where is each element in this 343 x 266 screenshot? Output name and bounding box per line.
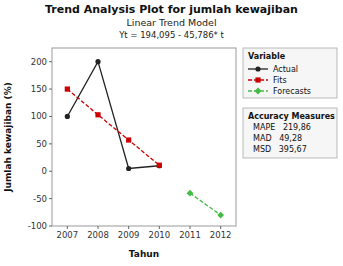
x-tick-label: 2009 xyxy=(118,230,140,240)
point xyxy=(126,137,131,142)
legend-entry: Fits xyxy=(273,76,287,85)
x-tick xyxy=(67,226,68,229)
x-tick-label: 2008 xyxy=(87,230,109,240)
legend-swatch xyxy=(255,77,260,82)
legend-swatch xyxy=(255,66,260,71)
point xyxy=(217,212,224,219)
y-axis-label: Jumlah kewajiban (%) xyxy=(3,82,13,193)
y-tick-label: 50 xyxy=(36,139,47,149)
y-tick-label: 150 xyxy=(31,84,47,94)
y-tick xyxy=(49,171,52,172)
y-tick-label: 0 xyxy=(42,166,47,176)
y-tick xyxy=(49,61,52,62)
x-tick-label: 2010 xyxy=(149,230,171,240)
equation: Yt = 194,095 - 45,786* t xyxy=(118,30,224,40)
point xyxy=(126,166,131,171)
y-tick-label: 100 xyxy=(31,111,47,121)
x-tick xyxy=(190,226,191,229)
x-axis-label: Tahun xyxy=(129,249,159,259)
point xyxy=(157,163,162,168)
legend-entry: Forecasts xyxy=(273,87,311,96)
legend-entry: Actual xyxy=(273,65,298,74)
point xyxy=(157,163,162,168)
x-tick-label: 2011 xyxy=(179,230,201,240)
series-line xyxy=(67,62,159,169)
plot-area xyxy=(65,59,224,218)
accuracy-measure: MAD 49,28 xyxy=(253,134,302,143)
legend-swatch xyxy=(255,88,262,95)
legend-box xyxy=(243,48,337,98)
accuracy-measure: MAPE 219,86 xyxy=(253,123,311,132)
y-tick xyxy=(49,89,52,90)
y-tick xyxy=(49,198,52,199)
title: Trend Analysis Plot for jumlah kewajiban xyxy=(45,3,298,16)
accuracy-title: Accuracy Measures xyxy=(248,112,335,121)
y-tick xyxy=(49,143,52,144)
point xyxy=(65,114,70,119)
point xyxy=(65,86,70,91)
x-tick xyxy=(98,226,99,229)
point xyxy=(95,59,100,64)
x-tick-label: 2012 xyxy=(210,230,232,240)
plot-frame xyxy=(52,48,236,226)
y-tick xyxy=(49,226,52,227)
subtitle: Linear Trend Model xyxy=(126,17,216,28)
x-tick xyxy=(159,226,160,229)
series-line xyxy=(67,89,159,165)
y-tick-label: 200 xyxy=(31,57,47,67)
y-tick-label: -50 xyxy=(33,194,47,204)
x-tick xyxy=(220,226,221,229)
legend-title: Variable xyxy=(248,52,286,61)
point xyxy=(187,190,194,197)
accuracy-box xyxy=(243,108,337,158)
x-tick-label: 2007 xyxy=(57,230,79,240)
x-tick xyxy=(128,226,129,229)
chart: Trend Analysis Plot for jumlah kewajiban… xyxy=(0,0,343,266)
series-line xyxy=(190,193,221,215)
y-tick xyxy=(49,116,52,117)
point xyxy=(95,112,100,117)
accuracy-measure: MSD 395,67 xyxy=(253,145,307,154)
y-tick-label: -100 xyxy=(28,221,47,231)
